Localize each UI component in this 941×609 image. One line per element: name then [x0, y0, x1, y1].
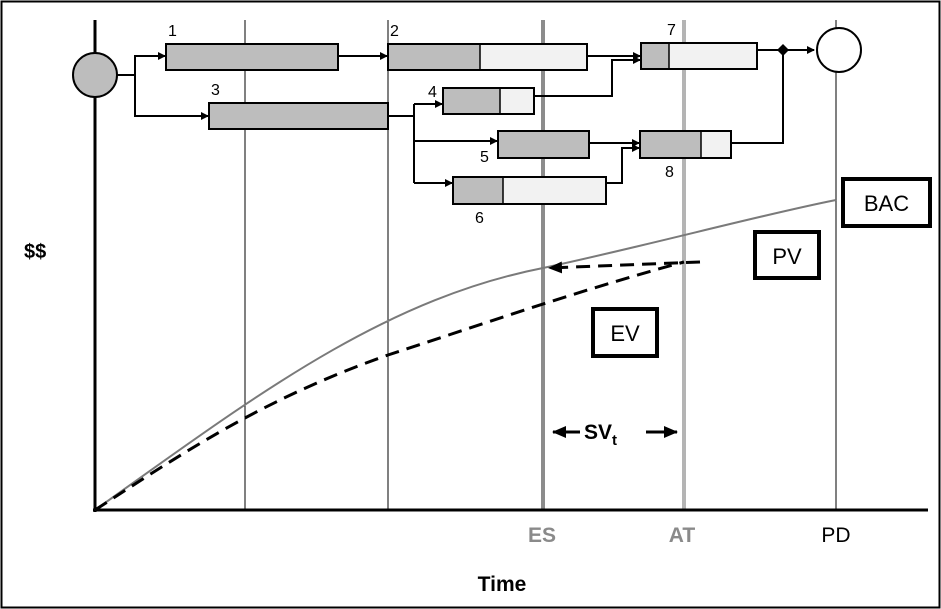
- task-8-remaining: [701, 131, 731, 158]
- task-8: 8: [639, 130, 732, 181]
- network-links: [117, 46, 815, 187]
- task-1-label: 1: [168, 23, 177, 40]
- task-5-label: 5: [480, 149, 489, 166]
- task-2-outline: [387, 43, 588, 71]
- bac-label: BAC: [864, 191, 909, 216]
- task-3: 3: [208, 82, 389, 130]
- sv-label-main: SV: [584, 421, 612, 444]
- task-2-label: 2: [390, 23, 399, 40]
- task-4-done: [443, 88, 500, 114]
- task-6-done: [453, 177, 503, 204]
- task-2-remaining: [480, 44, 587, 70]
- task-7-label: 7: [667, 22, 676, 39]
- task-1: 1: [165, 23, 339, 71]
- end-node: [816, 27, 862, 73]
- ev-box: [591, 307, 659, 358]
- task-6: 6: [452, 176, 607, 227]
- task-8-done: [640, 131, 701, 158]
- task-6-label: 6: [475, 210, 484, 227]
- x-axis-label: Time: [478, 573, 527, 596]
- task-6-outline: [452, 176, 607, 205]
- sv-label-sub: t: [612, 432, 617, 449]
- ev-curve: [94, 260, 685, 512]
- y-axis-label: $$: [24, 241, 46, 263]
- pv-label: PV: [772, 244, 802, 269]
- merge-diamond: [777, 44, 789, 56]
- pv-box: [753, 230, 821, 280]
- ev-label: EV: [610, 321, 640, 346]
- milestone-pd: PD: [821, 524, 850, 547]
- task-5-done: [498, 131, 589, 158]
- bac-box: [841, 177, 932, 228]
- task-5-outline: [497, 130, 590, 159]
- start-node: [72, 52, 118, 98]
- task-3-label: 3: [211, 82, 220, 99]
- task-7-outline: [640, 42, 758, 70]
- pv-curve: [94, 199, 837, 511]
- task-4-outline: [442, 87, 535, 115]
- task-4-remaining: [500, 88, 534, 114]
- task-1-done: [166, 44, 338, 70]
- task-7-done: [641, 43, 669, 69]
- task-7: 7: [640, 22, 758, 70]
- task-2-done: [388, 44, 480, 70]
- task-4-label: 4: [428, 84, 437, 101]
- es-projection-arrow: [548, 260, 701, 274]
- task-8-label: 8: [665, 164, 674, 181]
- link-start-3: [134, 75, 209, 120]
- link-6-8: [606, 144, 640, 184]
- task-4: 4: [428, 84, 535, 115]
- task-1-outline: [165, 43, 339, 71]
- sv-label: SVt: [584, 421, 617, 449]
- task-6-remaining: [503, 177, 606, 204]
- task-2: 2: [387, 23, 588, 71]
- task-3-done: [209, 103, 388, 129]
- task-bars: 1 2 3 4 5 6 7 8: [165, 22, 758, 227]
- link-start-1: [117, 52, 166, 76]
- task-3-outline: [208, 102, 389, 130]
- milestone-at: AT: [669, 524, 696, 547]
- link-8-end: [731, 50, 784, 144]
- task-5: 5: [480, 130, 590, 166]
- link-4-7: [534, 56, 641, 97]
- milestone-es: ES: [528, 524, 556, 547]
- task-7-remaining: [669, 43, 757, 69]
- task-8-outline: [639, 130, 732, 159]
